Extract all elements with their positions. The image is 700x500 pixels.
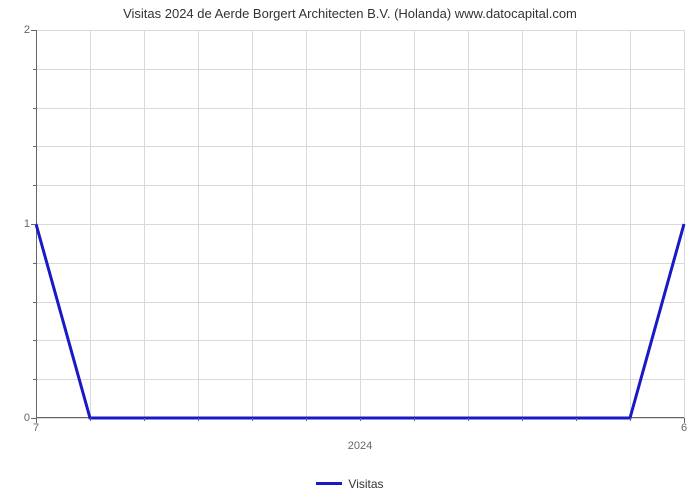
x-minor-tick (414, 418, 415, 421)
x-axis-label: 2024 (36, 440, 684, 452)
x-minor-tick (468, 418, 469, 421)
x-minor-tick (360, 418, 361, 421)
x-minor-tick (198, 418, 199, 421)
legend-label: Visitas (348, 477, 383, 491)
y-minor-tick (33, 340, 36, 341)
y-minor-tick (33, 108, 36, 109)
x-minor-tick (252, 418, 253, 421)
y-minor-tick (33, 185, 36, 186)
x-minor-tick (306, 418, 307, 421)
y-minor-tick (33, 263, 36, 264)
x-minor-tick (522, 418, 523, 421)
y-tick-label: 1 (24, 218, 36, 230)
x-minor-tick (630, 418, 631, 421)
x-minor-tick (90, 418, 91, 421)
y-minor-tick (33, 146, 36, 147)
chart-container: Visitas 2024 de Aerde Borgert Architecte… (0, 0, 700, 500)
x-minor-tick (576, 418, 577, 421)
x-minor-tick (144, 418, 145, 421)
x-tick-label: 6 (681, 418, 687, 434)
y-tick-label: 2 (24, 24, 36, 36)
legend-swatch (316, 482, 342, 485)
legend-item: Visitas (316, 477, 383, 491)
chart-title: Visitas 2024 de Aerde Borgert Architecte… (0, 6, 700, 21)
legend: Visitas (0, 474, 700, 491)
x-tick-label: 7 (33, 418, 39, 434)
y-minor-tick (33, 302, 36, 303)
grid-vertical (684, 30, 685, 418)
series-line (36, 224, 684, 418)
y-minor-tick (33, 69, 36, 70)
plot-area: 2024 01276 (36, 30, 684, 418)
line-layer (36, 30, 684, 418)
y-minor-tick (33, 379, 36, 380)
